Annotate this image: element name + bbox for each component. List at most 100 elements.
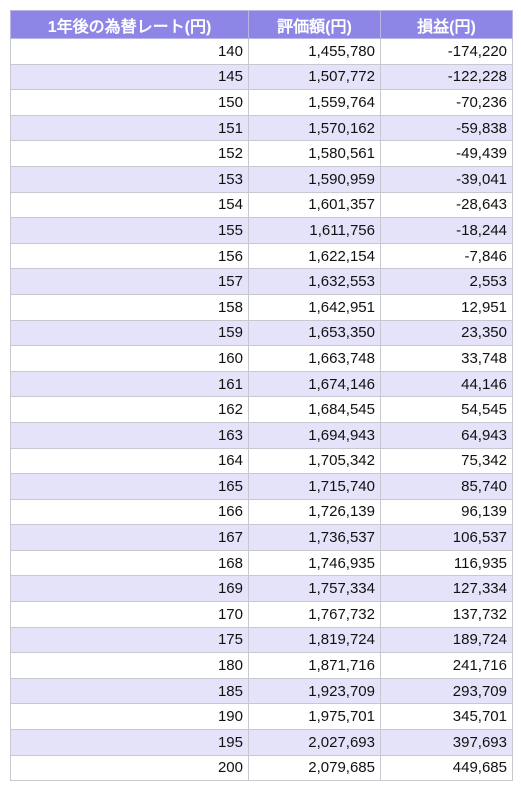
table-row: 158 1,642,951 12,951 [10, 293, 513, 321]
table-cell: 175 [10, 626, 249, 654]
table-cell: 1,757,334 [248, 575, 381, 603]
table-row: 190 1,975,701 345,701 [10, 703, 513, 731]
table-row: 163 1,694,943 64,943 [10, 421, 513, 449]
column-header: 評価額(円) [248, 10, 381, 39]
table-cell: 1,611,756 [248, 217, 381, 244]
table-row: 164 1,705,342 75,342 [10, 447, 513, 475]
table-cell: 1,726,139 [248, 498, 381, 526]
table-cell: 54,545 [380, 396, 513, 423]
table-cell: 151 [10, 114, 249, 142]
table-cell: 23,350 [380, 319, 513, 347]
table-row: 140 1,455,780 -174,220 [10, 38, 513, 65]
table-cell: 166 [10, 498, 249, 526]
table-row: 152 1,580,561 -49,439 [10, 140, 513, 167]
table-cell: 140 [10, 38, 249, 65]
table-cell: 168 [10, 549, 249, 577]
table-cell: 157 [10, 268, 249, 295]
table-cell: 156 [10, 242, 249, 270]
table-cell: 155 [10, 217, 249, 244]
table-cell: 1,736,537 [248, 524, 381, 551]
table-cell: -49,439 [380, 140, 513, 167]
table-cell: 1,632,553 [248, 268, 381, 295]
table-cell: 153 [10, 165, 249, 193]
table-cell: 397,693 [380, 729, 513, 756]
table-row: 160 1,663,748 33,748 [10, 345, 513, 372]
table-cell: 145 [10, 63, 249, 91]
table-cell: 1,642,951 [248, 293, 381, 321]
table-cell: 1,507,772 [248, 63, 381, 91]
table-cell: -7,846 [380, 242, 513, 270]
table-cell: 170 [10, 601, 249, 628]
header-row: 1年後の為替レート(円) 評価額(円) 損益(円) [10, 10, 513, 39]
table-cell: -174,220 [380, 38, 513, 65]
table-cell: 1,694,943 [248, 421, 381, 449]
table-cell: 1,570,162 [248, 114, 381, 142]
table-cell: 241,716 [380, 652, 513, 679]
table-row: 167 1,736,537 106,537 [10, 524, 513, 551]
table-cell: 1,653,350 [248, 319, 381, 347]
table-cell: -39,041 [380, 165, 513, 193]
table-row: 155 1,611,756 -18,244 [10, 217, 513, 244]
table-cell: 185 [10, 677, 249, 705]
table-row: 185 1,923,709 293,709 [10, 677, 513, 705]
table-cell: 169 [10, 575, 249, 603]
table-cell: 96,139 [380, 498, 513, 526]
table-cell: 1,871,716 [248, 652, 381, 679]
table-cell: 1,663,748 [248, 345, 381, 372]
table-cell: 1,674,146 [248, 370, 381, 398]
table-cell: 167 [10, 524, 249, 551]
table-cell: 85,740 [380, 473, 513, 500]
table-cell: 161 [10, 370, 249, 398]
table-cell: 1,590,959 [248, 165, 381, 193]
column-header: 1年後の為替レート(円) [10, 10, 249, 39]
table-cell: -70,236 [380, 89, 513, 116]
table-cell: 127,334 [380, 575, 513, 603]
table-cell: 162 [10, 396, 249, 423]
table-cell: 154 [10, 191, 249, 219]
table-cell: 165 [10, 473, 249, 500]
table-cell: 1,455,780 [248, 38, 381, 65]
table-cell: 150 [10, 89, 249, 116]
table-row: 156 1,622,154 -7,846 [10, 242, 513, 270]
table-row: 161 1,674,146 44,146 [10, 370, 513, 398]
table-cell: 200 [10, 754, 249, 782]
table-cell: 152 [10, 140, 249, 167]
table-cell: 1,580,561 [248, 140, 381, 167]
table-row: 150 1,559,764 -70,236 [10, 89, 513, 116]
table-body: 140 1,455,780 -174,220 145 1,507,772 -122,228… [10, 38, 513, 782]
table-cell: 1,975,701 [248, 703, 381, 731]
table-cell: 345,701 [380, 703, 513, 731]
table-row: 157 1,632,553 2,553 [10, 268, 513, 295]
table-cell: 1,622,154 [248, 242, 381, 270]
table-row: 165 1,715,740 85,740 [10, 473, 513, 500]
table-row: 162 1,684,545 54,545 [10, 396, 513, 423]
table-cell: 33,748 [380, 345, 513, 372]
table-cell: 137,732 [380, 601, 513, 628]
table-row: 168 1,746,935 116,935 [10, 549, 513, 577]
table-cell: 1,684,545 [248, 396, 381, 423]
table-row: 175 1,819,724 189,724 [10, 626, 513, 654]
table-cell: 64,943 [380, 421, 513, 449]
table-cell: 1,559,764 [248, 89, 381, 116]
table-cell: 160 [10, 345, 249, 372]
column-header: 損益(円) [380, 10, 513, 39]
table-cell: 180 [10, 652, 249, 679]
table-cell: 1,705,342 [248, 447, 381, 475]
table-row: 151 1,570,162 -59,838 [10, 114, 513, 142]
table-cell: 1,923,709 [248, 677, 381, 705]
table-row: 145 1,507,772 -122,228 [10, 63, 513, 91]
table-row: 153 1,590,959 -39,041 [10, 165, 513, 193]
table-cell: 2,027,693 [248, 729, 381, 756]
table-row: 170 1,767,732 137,732 [10, 601, 513, 628]
table-cell: 164 [10, 447, 249, 475]
table-cell: -18,244 [380, 217, 513, 244]
table-row: 159 1,653,350 23,350 [10, 319, 513, 347]
table-cell: -122,228 [380, 63, 513, 91]
table-cell: 195 [10, 729, 249, 756]
table-cell: 189,724 [380, 626, 513, 654]
table-cell: 44,146 [380, 370, 513, 398]
table-cell: 190 [10, 703, 249, 731]
table-cell: 2,079,685 [248, 754, 381, 782]
table-cell: 1,601,357 [248, 191, 381, 219]
